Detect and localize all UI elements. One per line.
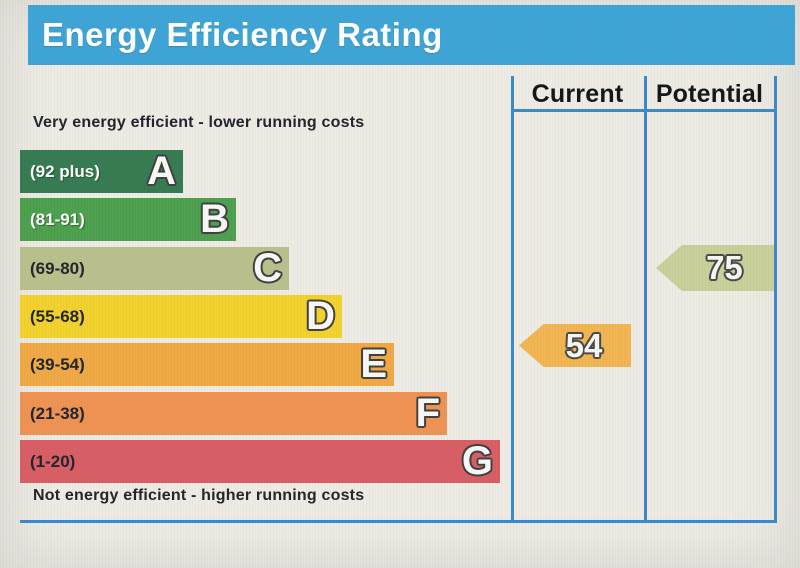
band-letter: D [306, 294, 335, 338]
table-line-right [774, 76, 777, 523]
rating-band-e: (39-54) E [20, 343, 394, 386]
potential-rating-value: 75 [706, 249, 743, 286]
band-letter: C [253, 246, 282, 290]
table-line-header-rule [511, 109, 777, 112]
rating-band-f: (21-38) F [20, 392, 447, 435]
current-rating-value: 54 [565, 326, 603, 364]
band-range-label: (55-68) [30, 306, 85, 326]
current-rating-arrow: 54 [519, 324, 631, 367]
page-title: Energy Efficiency Rating [42, 16, 443, 53]
table-line-left [511, 76, 514, 523]
table-line-bottom-rule [20, 520, 777, 523]
band-range-label: (69-80) [30, 258, 85, 278]
band-letter: F [415, 391, 440, 435]
caption-not-efficient: Not energy efficient - higher running co… [33, 487, 365, 504]
caption-very-efficient: Very energy efficient - lower running co… [33, 114, 365, 131]
rating-band-c: (69-80) C [20, 247, 289, 290]
band-letter: A [147, 149, 176, 193]
column-header-potential: Potential [655, 80, 764, 108]
table-line-middle [644, 76, 647, 523]
title-bar: Energy Efficiency Rating [28, 5, 795, 65]
band-range-label: (1-20) [30, 451, 76, 471]
column-header-current: Current [531, 80, 624, 108]
band-letter: E [360, 342, 387, 386]
band-range-label: (21-38) [30, 403, 85, 423]
rating-band-b: (81-91) B [20, 198, 236, 241]
band-range-label: (92 plus) [30, 161, 100, 181]
band-range-label: (81-91) [30, 209, 85, 229]
band-letter: G [461, 439, 493, 483]
band-letter: B [200, 197, 229, 241]
rating-band-a: (92 plus) A [20, 150, 183, 193]
band-range-label: (39-54) [30, 354, 85, 374]
potential-rating-arrow: 75 [656, 245, 774, 291]
rating-band-d: (55-68) D [20, 295, 342, 338]
rating-band-g: (1-20) G [20, 440, 500, 483]
